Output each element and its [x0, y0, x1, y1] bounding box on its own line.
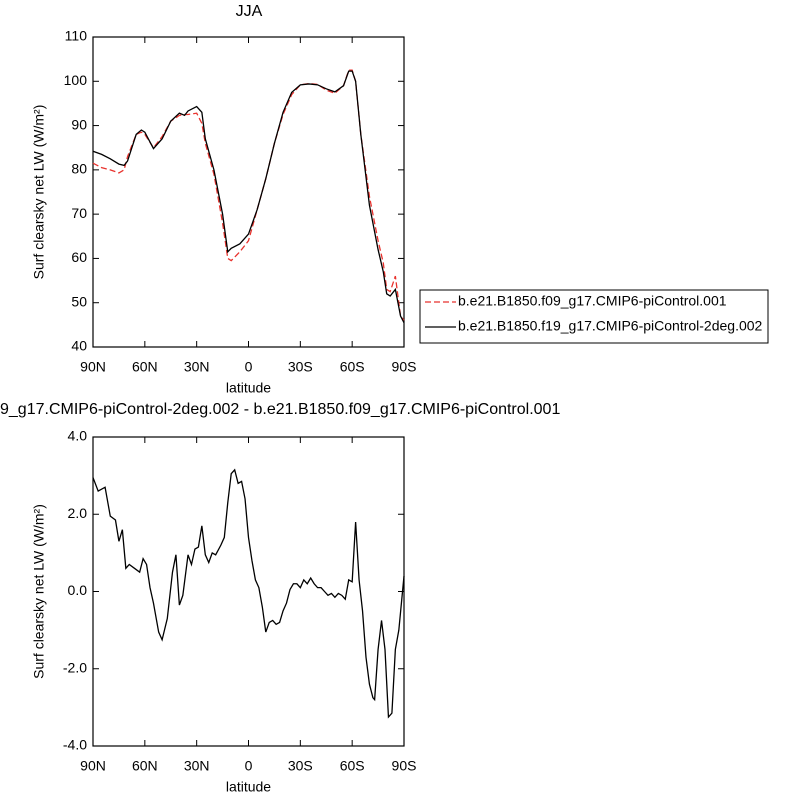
x-tick-label: 60N [132, 758, 158, 774]
x-tick-label: 90N [80, 359, 106, 375]
x-tick-label: 30N [184, 359, 210, 375]
data-line [92, 468, 405, 719]
y-tick-label: 80 [71, 161, 87, 177]
y-tick-label: 70 [71, 205, 87, 221]
x-axis-label: latitude [226, 380, 271, 396]
y-tick-label: -2.0 [63, 659, 87, 675]
x-tick-label: 90N [80, 758, 106, 774]
x-tick-label: 90S [392, 359, 417, 375]
x-tick-label: 60S [340, 758, 365, 774]
plot-frame [92, 36, 405, 348]
x-tick-label: 0 [245, 758, 253, 774]
chart-title: 9_g17.CMIP6-piControl-2deg.002 - b.e21.B… [0, 401, 560, 418]
y-tick-label: 50 [71, 293, 87, 309]
y-tick-label: -4.0 [63, 737, 87, 753]
data-line [92, 69, 405, 321]
y-tick-label: 4.0 [68, 428, 88, 444]
x-tick-label: 0 [245, 359, 253, 375]
y-axis-label: Surf clearsky net LW (W/m²) [31, 504, 47, 679]
x-tick-label: 60S [340, 359, 365, 375]
x-tick-label: 30S [288, 359, 313, 375]
chart-title: JJA [236, 3, 263, 20]
y-tick-label: 0.0 [68, 582, 88, 598]
y-tick-label: 110 [65, 28, 88, 44]
y-tick-label: 100 [64, 72, 88, 88]
x-tick-label: 60N [132, 359, 158, 375]
y-tick-label: 2.0 [68, 505, 88, 521]
x-tick-label: 30S [288, 758, 313, 774]
x-tick-label: 30N [184, 758, 210, 774]
legend-label: b.e21.B1850.f19_g17.CMIP6-piControl-2deg… [458, 318, 763, 334]
y-tick-label: 60 [71, 249, 87, 265]
legend-box [419, 289, 769, 344]
y-tick-label: 90 [71, 116, 87, 132]
data-line [92, 70, 405, 323]
legend-label: b.e21.B1850.f09_g17.CMIP6-piControl.001 [458, 293, 727, 309]
plot-frame [92, 436, 405, 747]
y-tick-label: 40 [71, 338, 87, 354]
x-axis-label: latitude [226, 779, 271, 795]
x-tick-label: 90S [392, 758, 417, 774]
y-axis-label: Surf clearsky net LW (W/m²) [31, 105, 47, 280]
